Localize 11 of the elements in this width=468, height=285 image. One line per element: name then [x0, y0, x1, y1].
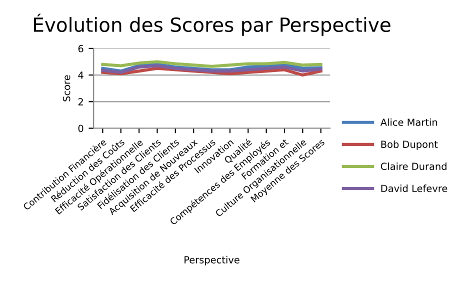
y-tick-label: 0 [78, 124, 84, 132]
y-tick-label: 4 [78, 72, 84, 79]
y-axis-title: Score [62, 75, 70, 102]
legend-label: David Lefevre [381, 184, 448, 192]
chart-title: Évolution des Scores par Perspective [34, 14, 390, 36]
legend-label: Claire Durand [380, 162, 446, 170]
x-axis-title: Perspective [184, 256, 240, 266]
y-tick-label: 2 [78, 98, 83, 106]
y-tick-label: 6 [78, 44, 84, 52]
legend-label: Alice Martin [380, 118, 438, 126]
legend-label: Bob Dupont [381, 140, 438, 150]
